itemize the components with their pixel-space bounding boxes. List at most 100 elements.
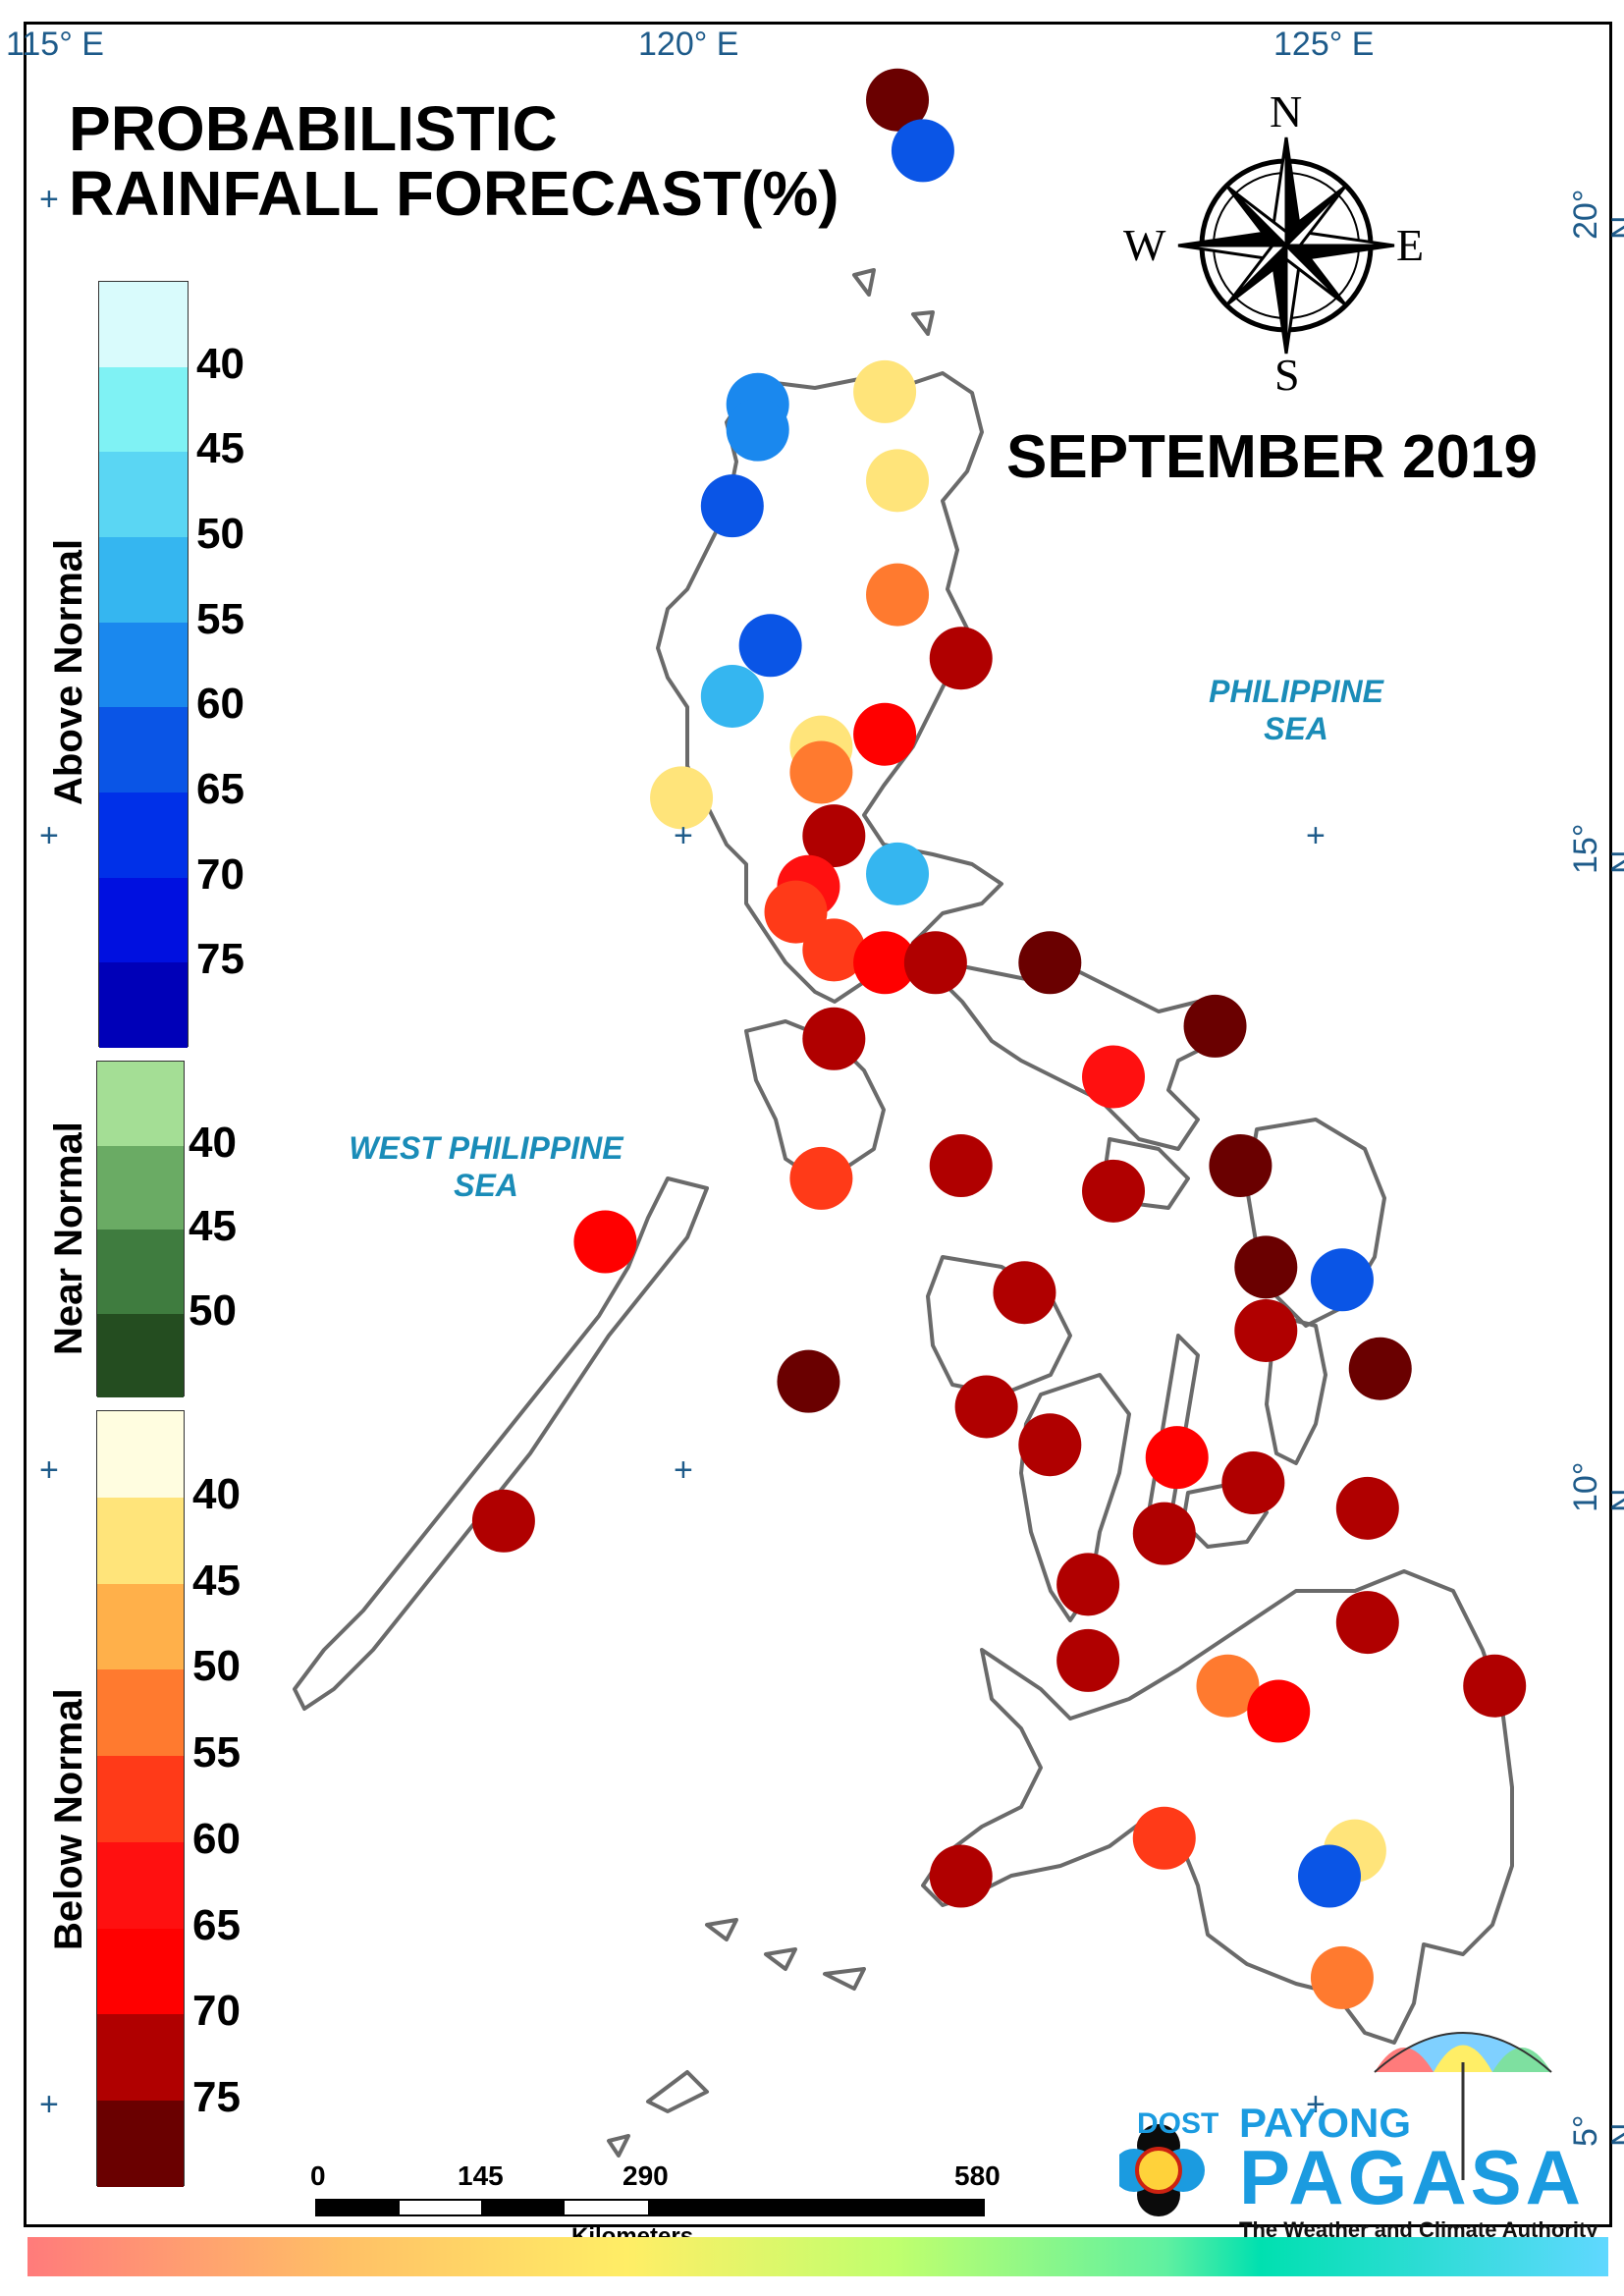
legend-above-swatch (99, 452, 188, 537)
map-title: PROBABILISTIC RAINFALL FORECAST(%) (69, 96, 839, 226)
station-marker[interactable] (1018, 931, 1082, 995)
legend-above-tick: 70 (196, 849, 244, 899)
station-marker[interactable] (650, 766, 714, 830)
legend-above-tick: 75 (196, 935, 244, 984)
legend-below-colorbar (96, 1410, 185, 2187)
station-marker[interactable] (471, 1489, 535, 1553)
station-marker[interactable] (1221, 1451, 1285, 1514)
legend-below-tick: 55 (192, 1728, 241, 1777)
longitude-label-115: 115° E (6, 26, 104, 63)
station-marker[interactable] (1132, 1502, 1196, 1565)
legend-near-colorbar (96, 1061, 185, 1397)
legend-below-tick: 75 (192, 2073, 241, 2122)
graticule-cross: + (39, 2086, 59, 2123)
legend-near-tick: 45 (189, 1202, 237, 1250)
station-marker[interactable] (1310, 1945, 1374, 2009)
legend-above-tick: 40 (196, 339, 244, 388)
legend-near-tick: 40 (189, 1118, 237, 1167)
scale-label-580: 580 (954, 2160, 1001, 2191)
legend-above-swatch (99, 282, 188, 367)
station-marker[interactable] (789, 1146, 853, 1210)
station-marker[interactable] (802, 918, 866, 982)
west-philippine-sea-label: WEST PHILIPPINE SEA (349, 1130, 623, 1203)
forecast-month: SEPTEMBER 2019 (1006, 423, 1538, 491)
legend-above-tick: 60 (196, 680, 244, 729)
legend-above-title: Above Normal (47, 538, 90, 805)
longitude-label-125: 125° E (1273, 26, 1375, 63)
longitude-label-120: 120° E (638, 26, 739, 63)
station-marker[interactable] (1183, 994, 1247, 1058)
station-marker[interactable] (1018, 1413, 1082, 1477)
compass-east: E (1396, 220, 1425, 270)
station-marker[interactable] (929, 627, 993, 690)
station-marker[interactable] (700, 664, 764, 728)
station-marker[interactable] (1145, 1426, 1209, 1490)
station-marker[interactable] (866, 68, 930, 132)
legend-above-tick: 55 (196, 594, 244, 643)
graticule-cross: + (674, 1451, 693, 1489)
station-marker[interactable] (1132, 1806, 1196, 1870)
station-marker[interactable] (993, 1261, 1056, 1325)
station-marker[interactable] (777, 1349, 840, 1413)
legend-below-title: Below Normal (47, 1688, 90, 1950)
station-marker[interactable] (1056, 1553, 1120, 1616)
station-marker[interactable] (1335, 1591, 1399, 1655)
station-marker[interactable] (853, 931, 917, 995)
legend-above-swatch (99, 792, 188, 878)
station-marker[interactable] (866, 449, 930, 513)
station-marker[interactable] (789, 740, 853, 804)
scale-unit: Kilometers (571, 2223, 694, 2237)
station-marker[interactable] (700, 474, 764, 538)
station-marker[interactable] (573, 1210, 637, 1274)
station-marker[interactable] (903, 931, 967, 995)
station-marker[interactable] (1082, 1159, 1146, 1223)
station-marker[interactable] (866, 842, 930, 905)
graticule-cross: + (39, 181, 59, 218)
station-marker[interactable] (1196, 1654, 1260, 1718)
legend-below-swatch (97, 1756, 184, 1842)
station-marker[interactable] (1209, 1134, 1272, 1197)
legend-below-swatch (97, 1841, 184, 1929)
station-marker[interactable] (1310, 1248, 1374, 1312)
mindanao-outline (921, 1569, 1514, 2045)
station-marker[interactable] (1335, 1476, 1399, 1540)
station-marker[interactable] (929, 1844, 993, 1908)
station-marker[interactable] (1348, 1337, 1412, 1400)
station-marker[interactable] (954, 1375, 1018, 1439)
station-marker[interactable] (866, 563, 930, 627)
palawan-outline (293, 1176, 709, 1711)
station-marker[interactable] (1056, 1628, 1120, 1692)
station-marker[interactable] (929, 1134, 993, 1197)
logo-payong: PAYONG (1239, 2100, 1412, 2146)
station-marker[interactable] (853, 702, 917, 766)
station-marker[interactable] (1463, 1654, 1527, 1718)
station-marker[interactable] (1234, 1235, 1298, 1299)
legend-above-swatch (99, 962, 188, 1048)
logo-pagasa: PAGASA (1239, 2134, 1585, 2220)
title-line-2: RAINFALL FORECAST(%) (69, 158, 839, 229)
station-marker[interactable] (1247, 1679, 1311, 1743)
station-marker[interactable] (726, 398, 789, 462)
legend-near-swatch (97, 1230, 184, 1314)
station-marker[interactable] (1234, 1298, 1298, 1362)
station-marker[interactable] (891, 119, 954, 183)
legend-below-swatch (97, 2101, 184, 2187)
station-marker[interactable] (764, 880, 828, 944)
station-marker[interactable] (853, 359, 917, 423)
legend-below-swatch (97, 1669, 184, 1757)
legend-near-swatch (97, 1145, 184, 1230)
station-markers (471, 68, 1527, 2009)
station-marker[interactable] (738, 614, 802, 678)
compass-south: S (1274, 350, 1300, 400)
legend-below-tick: 60 (192, 1814, 241, 1863)
station-marker[interactable] (1082, 1045, 1146, 1109)
sulu-islands (607, 1918, 866, 2158)
station-marker[interactable] (802, 804, 866, 868)
legend-below-swatch (97, 1497, 184, 1584)
station-marker[interactable] (802, 1007, 866, 1070)
station-marker[interactable] (1298, 1844, 1361, 1908)
legend-below-swatch (97, 1411, 184, 1498)
logo-dost: DOST (1137, 2107, 1219, 2140)
legend-near-swatch (97, 1062, 184, 1146)
